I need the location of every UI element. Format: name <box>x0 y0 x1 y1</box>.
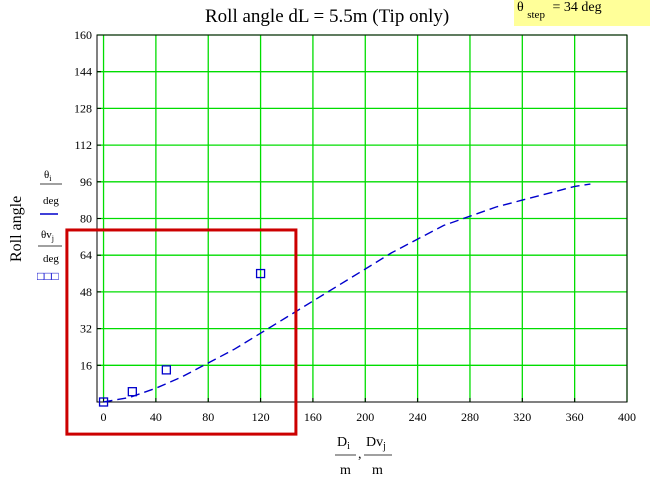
x-tick-label: 160 <box>304 410 322 424</box>
svg-text:Di: Di <box>337 435 350 452</box>
series-2-point <box>255 268 266 279</box>
tick-labels: 0 40 80 120 160 200 240 280 320 360 400 16 32 48 64 80 9… <box>74 28 636 424</box>
x-tick-label: 360 <box>566 410 584 424</box>
svg-text:Dvj: Dvj <box>366 435 386 452</box>
x-label-separator: , <box>358 447 362 462</box>
y-series-label-2-num: θv <box>41 229 52 241</box>
y-series-label-1-den: deg <box>43 195 59 207</box>
y-tick-label: 96 <box>80 175 92 189</box>
x-tick-label: 40 <box>150 410 162 424</box>
x-tick-label: 0 <box>101 410 107 424</box>
grid <box>97 34 628 402</box>
y-tick-label: 16 <box>80 358 92 372</box>
x-axis-label: Di m , Dvj m <box>335 435 392 478</box>
series-2-point <box>98 397 109 407</box>
y-marker-legend: □□□ <box>37 269 59 283</box>
y-series-label-2-sub: j <box>51 234 54 243</box>
step-note: θ step = 34 deg <box>514 0 650 26</box>
series <box>98 183 591 407</box>
step-note-background <box>514 0 650 26</box>
x-label-1-sub: i <box>347 441 350 452</box>
x-tick-label: 320 <box>513 410 531 424</box>
x-label-1-num: D <box>337 435 347 450</box>
x-label-2-sub: j <box>382 441 386 452</box>
series-1-line <box>103 183 591 403</box>
y-tick-label: 112 <box>74 138 92 152</box>
x-tick-label: 240 <box>409 410 427 424</box>
x-tick-label: 200 <box>356 410 374 424</box>
svg-text:θ step = 34 deg: θ step = 34 deg <box>517 0 602 22</box>
y-tick-label: 144 <box>74 65 92 79</box>
y-tick-label: 80 <box>80 212 92 226</box>
y-tick-label: 48 <box>80 285 92 299</box>
x-tick-label: 280 <box>461 410 479 424</box>
x-label-2-num: Dv <box>366 435 383 450</box>
step-note-value: = 34 deg <box>552 0 601 15</box>
y-tick-label: 64 <box>80 248 92 262</box>
y-series-label-2-den: deg <box>43 253 59 265</box>
y-series-label-1-num: θ <box>44 169 49 181</box>
y-tick-label: 160 <box>74 28 92 42</box>
step-note-sub: step <box>527 9 545 21</box>
x-tick-label: 80 <box>202 410 214 424</box>
y-axis-label: Roll angle <box>8 196 25 262</box>
svg-text:θvj: θvj <box>41 229 54 243</box>
x-label-2-den: m <box>372 463 383 478</box>
step-note-symbol: θ <box>517 0 524 15</box>
y-series-label-2: θvj deg <box>38 229 62 265</box>
y-tick-label: 128 <box>74 101 92 115</box>
series-2-point <box>127 387 137 397</box>
highlight-box <box>65 228 298 436</box>
svg-text:θi: θi <box>44 169 52 183</box>
x-label-1-den: m <box>340 463 351 478</box>
y-series-label-1-sub: i <box>49 174 52 183</box>
chart-title: Roll angle dL = 5.5m (Tip only) <box>205 6 449 27</box>
series-2-point <box>161 365 172 375</box>
y-tick-label: 32 <box>80 322 92 336</box>
x-tick-label: 400 <box>618 410 636 424</box>
y-series-label-1: θi deg <box>40 169 62 215</box>
x-tick-label: 120 <box>252 410 270 424</box>
